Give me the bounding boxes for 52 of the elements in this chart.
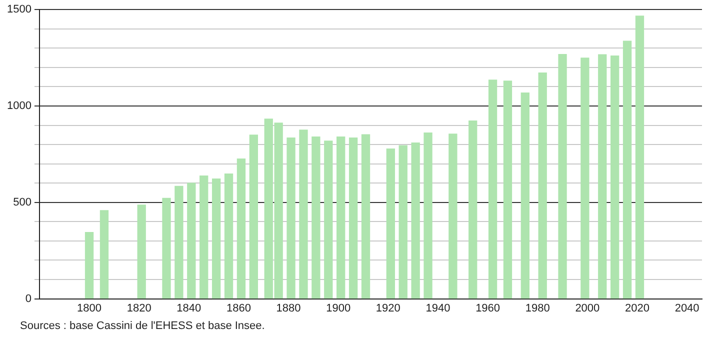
y-tick-label: 1500 — [6, 4, 32, 16]
x-tick-label: 2000 — [575, 302, 600, 314]
x-tick-label: 1840 — [176, 302, 202, 314]
bar — [324, 140, 333, 299]
bar — [137, 204, 146, 299]
bar — [212, 178, 221, 299]
x-tick-label: 1980 — [525, 302, 550, 314]
bar — [299, 130, 308, 299]
bar — [558, 54, 567, 299]
bar — [224, 174, 234, 299]
bar — [488, 80, 498, 299]
x-tick-label: 1880 — [276, 302, 301, 314]
bar — [249, 134, 258, 299]
x-tick-label: 1920 — [376, 302, 400, 314]
x-tick-label: 1820 — [126, 302, 152, 314]
bar — [312, 136, 320, 299]
source-note: Sources : base Cassini de l'EHESS et base Insee. — [20, 320, 265, 332]
bar — [286, 137, 296, 299]
bar — [236, 158, 246, 299]
bar — [84, 232, 94, 299]
bar — [100, 210, 109, 299]
bar — [411, 142, 420, 299]
x-tick-label: 1860 — [226, 302, 251, 314]
y-tick-label: 0 — [25, 292, 32, 305]
bar — [448, 134, 458, 299]
bar — [348, 137, 358, 299]
bar — [622, 40, 632, 299]
bar — [610, 56, 620, 299]
bar — [398, 145, 408, 299]
x-tick-label: 1900 — [326, 302, 351, 314]
bar — [468, 120, 478, 299]
bar — [503, 80, 512, 299]
y-tick-label: 1000 — [6, 100, 32, 112]
bar — [361, 134, 370, 299]
bar — [520, 92, 530, 299]
x-tick-label: 1960 — [476, 302, 500, 314]
bar — [200, 175, 208, 299]
x-tick-label: 1940 — [426, 302, 450, 314]
x-tick-label: 2020 — [625, 302, 650, 314]
bar — [580, 58, 590, 299]
bar — [162, 198, 171, 299]
bar — [598, 54, 607, 299]
bar — [187, 182, 196, 299]
bar — [635, 16, 644, 299]
bar — [424, 132, 432, 299]
y-tick-label: 500 — [13, 196, 32, 208]
bar — [386, 148, 395, 299]
x-tick-label: 2040 — [674, 302, 700, 314]
bar — [336, 136, 346, 299]
bar — [174, 186, 184, 299]
x-tick-label: 1800 — [77, 302, 102, 314]
bar — [538, 72, 547, 299]
